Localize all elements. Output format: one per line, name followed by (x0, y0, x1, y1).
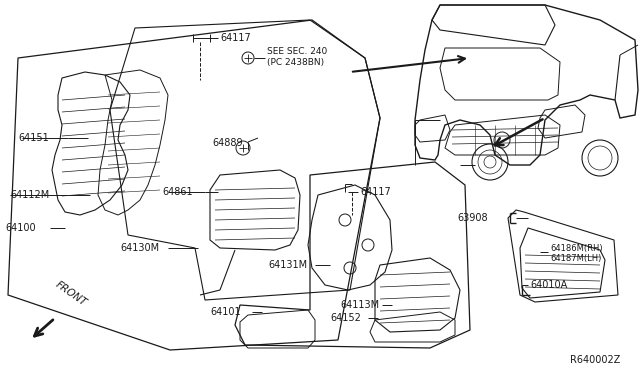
Text: 64113M: 64113M (340, 300, 379, 310)
Text: 64117: 64117 (360, 187, 391, 197)
Text: 64186M(RH): 64186M(RH) (550, 244, 603, 253)
Text: 64152: 64152 (330, 313, 361, 323)
Text: SEE SEC. 240: SEE SEC. 240 (267, 48, 327, 57)
Text: 64010A: 64010A (530, 280, 567, 290)
Text: 64889: 64889 (212, 138, 243, 148)
Text: 64187M(LH): 64187M(LH) (550, 253, 602, 263)
Text: FRONT: FRONT (54, 279, 89, 308)
Text: (PC 2438BN): (PC 2438BN) (267, 58, 324, 67)
Text: 64131M: 64131M (268, 260, 307, 270)
Text: 64117: 64117 (220, 33, 251, 43)
Text: 64861: 64861 (162, 187, 193, 197)
Text: 64112M: 64112M (10, 190, 49, 200)
Text: 64101: 64101 (210, 307, 241, 317)
Text: R640002Z: R640002Z (570, 355, 620, 365)
Text: 63908: 63908 (458, 213, 488, 223)
Text: 64100: 64100 (5, 223, 36, 233)
Text: 64130M: 64130M (120, 243, 159, 253)
Text: 64151: 64151 (18, 133, 49, 143)
